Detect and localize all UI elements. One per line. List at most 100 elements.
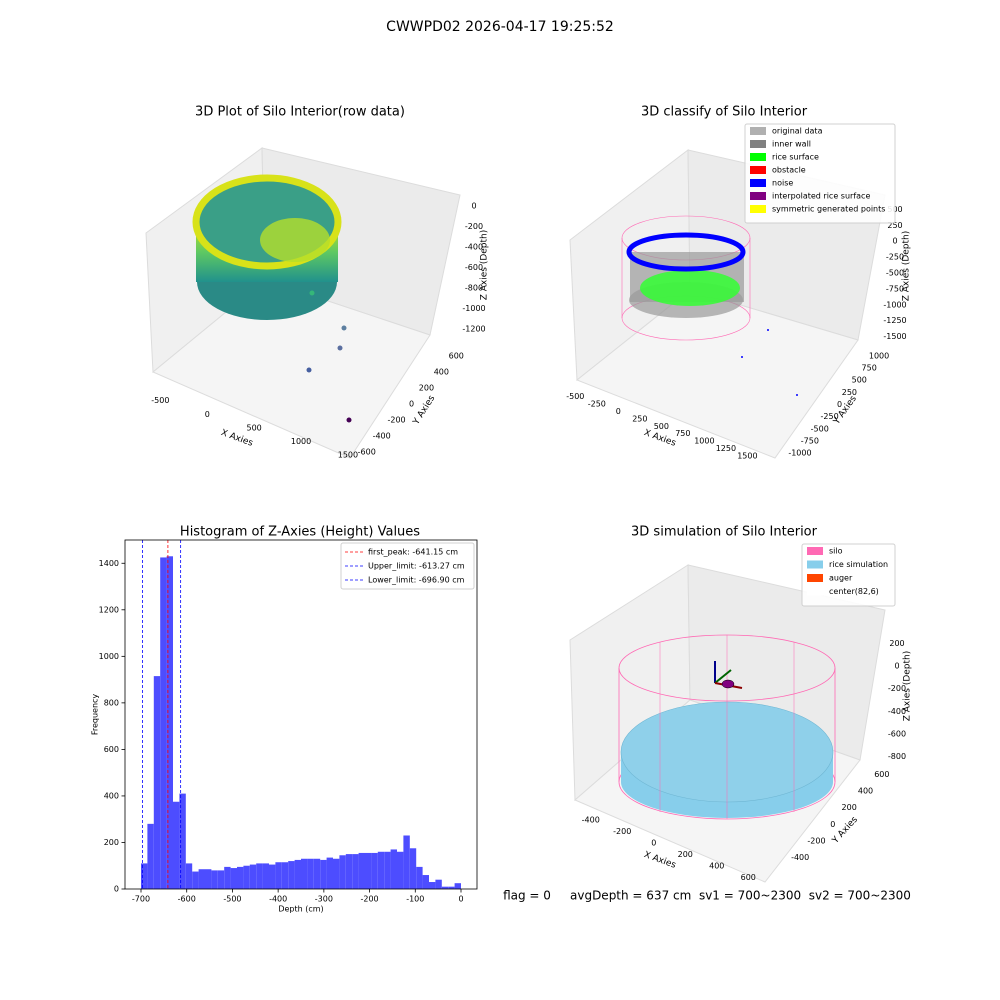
legend-box — [801, 543, 896, 607]
x-tick-label: 600 — [741, 873, 756, 882]
bar — [249, 864, 257, 889]
x-tick-label: -500 — [223, 895, 241, 904]
y-tick-label: 250 — [842, 388, 857, 397]
y-tick-label: 200 — [842, 803, 857, 812]
x-tick-label: -100 — [406, 895, 424, 904]
x-tick-label: 200 — [678, 850, 693, 859]
panel-title: 3D simulation of Silo Interior — [631, 525, 818, 540]
status-text: flag = 0 avgDepth = 637 cm sv1 = 700~230… — [503, 889, 911, 903]
x-tick-label: 250 — [632, 414, 647, 423]
bar — [454, 883, 461, 889]
legend-label: symmetric generated points — [772, 205, 885, 214]
bar — [365, 852, 372, 889]
z-axis-label: Z Axies (Depth) — [480, 230, 490, 301]
x-axis-label: Depth (cm) — [278, 905, 323, 914]
x-tick-label: 1000 — [694, 437, 714, 446]
x-tick-label: -500 — [566, 392, 584, 401]
z-tick-label: 250 — [887, 221, 902, 230]
x-tick-label: 400 — [709, 861, 724, 870]
z-tick-label: 200 — [889, 639, 904, 648]
bar — [173, 801, 180, 889]
legend-swatch — [807, 574, 823, 582]
y-tick-label: -400 — [791, 853, 809, 862]
bar — [345, 854, 353, 889]
x-tick-label: 1250 — [716, 444, 736, 453]
bar — [352, 854, 359, 889]
bar — [217, 870, 225, 889]
x-tick-label: -600 — [178, 895, 196, 904]
bar — [320, 859, 327, 889]
legend-label: rice surface — [772, 153, 819, 162]
bar — [275, 862, 282, 889]
bar — [307, 858, 314, 889]
y-tick-label: 0 — [830, 820, 835, 829]
y-tick-label: 200 — [419, 384, 434, 393]
bar — [147, 823, 154, 889]
bar — [333, 858, 340, 889]
y-tick-label: 200 — [104, 838, 119, 847]
z-tick-label: -400 — [465, 243, 483, 252]
y-tick-label: -250 — [821, 412, 839, 421]
x-tick-label: 0 — [458, 895, 463, 904]
y-tick-label: -1000 — [788, 449, 811, 458]
panel-title: Histogram of Z-Axies (Height) Values — [180, 525, 420, 540]
y-tick-label: -200 — [387, 416, 405, 425]
legend-swatch — [750, 205, 766, 213]
bar — [230, 868, 237, 889]
bar — [416, 866, 423, 889]
z-tick-label: -1250 — [883, 316, 906, 325]
panel-title: 3D classify of Silo Interior — [641, 105, 808, 120]
bar — [198, 869, 205, 889]
y-tick-label: 600 — [104, 745, 119, 754]
legend-swatch — [750, 140, 766, 148]
bar — [205, 869, 212, 889]
bar — [192, 871, 199, 889]
legend-swatch — [807, 587, 823, 596]
bar — [429, 882, 436, 889]
bar — [237, 866, 244, 889]
y-tick-label: 800 — [104, 698, 119, 707]
legend-box — [744, 123, 896, 224]
legend-label: first_peak: -641.15 cm — [368, 548, 458, 557]
panel-title: 3D Plot of Silo Interior(row data) — [195, 105, 405, 120]
legend-swatch — [807, 560, 823, 569]
legend-label: rice simulation — [829, 560, 888, 569]
legend-swatch — [750, 166, 766, 174]
y-tick-label: -200 — [807, 837, 825, 846]
y-axis-label: Frequency — [91, 694, 100, 736]
y-tick-label: 750 — [862, 364, 877, 373]
legend-swatch — [750, 179, 766, 187]
z-tick-label: -250 — [886, 253, 904, 262]
legend-swatch — [750, 192, 766, 200]
z-tick-label: -600 — [465, 263, 483, 272]
z-tick-label: -1000 — [462, 304, 485, 313]
silo-decor — [618, 634, 836, 820]
legend-swatch — [750, 127, 766, 135]
bar — [409, 848, 417, 889]
legend-label: interpolated rice surface — [772, 192, 870, 201]
y-tick-label: 400 — [858, 787, 873, 796]
y-tick-label: 400 — [104, 791, 119, 800]
bar — [435, 879, 442, 889]
bar — [301, 858, 308, 889]
x-tick-label: 0 — [205, 410, 210, 419]
x-tick-label: -700 — [132, 895, 150, 904]
legend-label: auger — [829, 574, 853, 583]
bar — [326, 857, 333, 889]
x-tick-label: 1000 — [291, 437, 311, 446]
x-tick-label: 750 — [675, 429, 690, 438]
bar — [397, 851, 404, 889]
bar — [160, 557, 167, 889]
bar — [339, 855, 346, 889]
y-tick-label: 400 — [434, 368, 449, 377]
bar — [185, 863, 193, 889]
bar — [166, 556, 173, 889]
bar — [153, 676, 161, 889]
bar — [269, 864, 276, 889]
bar — [288, 861, 295, 889]
x-tick-label: -250 — [588, 399, 606, 408]
bar — [448, 886, 455, 889]
y-tick-label: 600 — [449, 352, 464, 361]
z-tick-label: -1200 — [462, 324, 485, 333]
legend-label: Lower_limit: -696.90 cm — [368, 576, 465, 585]
